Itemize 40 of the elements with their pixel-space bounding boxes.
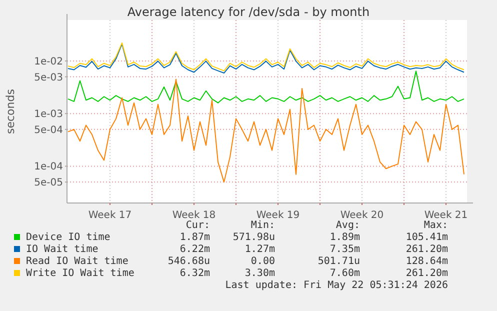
text: 546.68u — [168, 256, 210, 267]
y-tick-label: 1e-02 — [34, 56, 63, 68]
y-tick-label: 5e-04 — [34, 124, 63, 136]
text: Cur: — [186, 220, 210, 231]
y-tick-label: 1e-03 — [34, 109, 63, 120]
x-tick-label: Week 18 — [172, 210, 216, 221]
text: 501.71u — [318, 256, 360, 267]
chart-title: Average latency for /dev/sda - by month — [127, 5, 370, 19]
legend-label: Read IO Wait time — [26, 256, 128, 267]
text: 1.87m — [180, 232, 210, 243]
line-series — [68, 78, 464, 183]
y-tick-label: 5e-05 — [34, 178, 63, 189]
text: 6.32m — [180, 268, 210, 279]
text: 0.00 — [250, 256, 275, 267]
line-series — [68, 70, 464, 104]
text: 105.41m — [406, 232, 448, 243]
text: 7.35m — [330, 244, 360, 255]
text: Min: — [250, 220, 275, 231]
text: 3.30m — [244, 268, 275, 279]
text: 1.27m — [244, 244, 275, 255]
text: 128.64m — [406, 256, 448, 267]
text: 6.22m — [180, 244, 210, 255]
text: 261.20m — [406, 268, 448, 279]
legend-label: Device IO time — [26, 232, 110, 243]
x-tick-label: Week 20 — [340, 210, 384, 221]
x-tick-label: Week 21 — [424, 210, 468, 221]
y-tick-label: 1e-04 — [34, 162, 63, 173]
x-tick-label: Week 17 — [88, 210, 132, 221]
text: Last update: Fri May 22 05:31:24 2026 — [225, 280, 448, 291]
y-axis-title: seconds — [4, 88, 17, 134]
text: Max: — [424, 220, 448, 231]
legend-label: IO Wait time — [26, 244, 98, 255]
text: 571.98u — [232, 232, 275, 243]
text: 261.20m — [406, 244, 448, 255]
legend-label: Write IO Wait time — [26, 268, 134, 279]
x-tick-label: Week 19 — [256, 210, 300, 221]
text: Avg: — [336, 220, 360, 231]
y-tick-label: 5e-03 — [34, 72, 63, 84]
text: 1.89m — [330, 232, 360, 243]
text: 7.60m — [330, 268, 360, 279]
